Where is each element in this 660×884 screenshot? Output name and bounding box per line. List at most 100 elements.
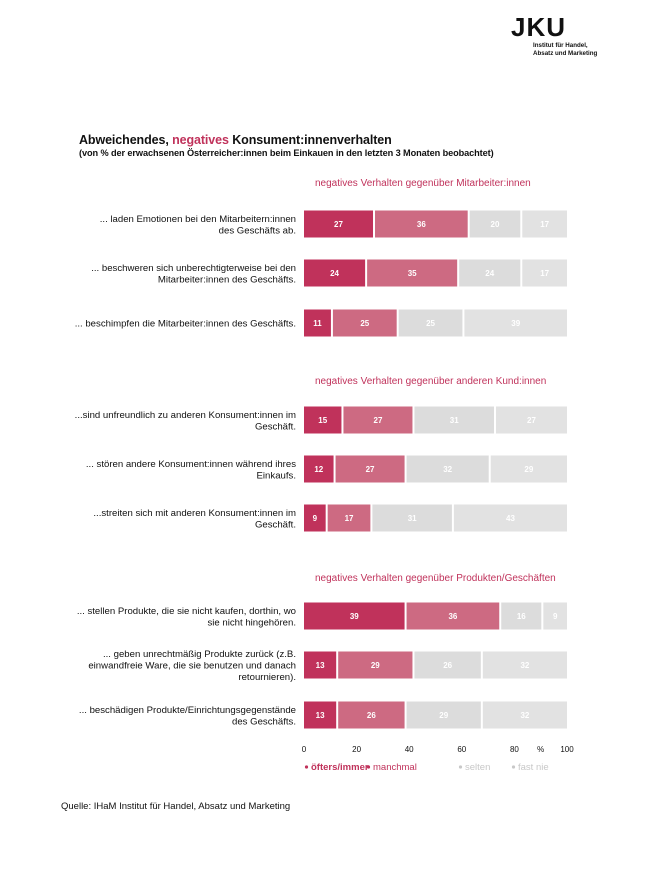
data-label: 32: [443, 465, 452, 474]
bar-segment: [522, 210, 567, 238]
bar-segment: [495, 406, 567, 434]
bar-segment: [406, 701, 481, 729]
row-label: ... stören andere Konsument:innen währen…: [86, 459, 296, 470]
x-tick-label: 40: [405, 745, 414, 754]
data-label: 13: [316, 711, 325, 720]
bar-segment: [304, 504, 326, 532]
row-label: ... beschimpfen die Mitarbeiter:innen de…: [75, 319, 296, 330]
bar-segment: [343, 406, 413, 434]
row-label: Mitarbeiter:innen des Geschäfts.: [158, 274, 296, 285]
row-label: ... beschädigen Produkte/Einrichtungsgeg…: [79, 705, 296, 716]
bar-segment: [459, 259, 521, 287]
bar-segment: [338, 651, 413, 679]
chart-title: Abweichendes, negatives Konsument:innenv…: [79, 133, 639, 147]
bar-segment: [501, 602, 542, 630]
bar-segment: [367, 259, 458, 287]
data-label: 27: [366, 465, 375, 474]
data-label: 20: [491, 220, 500, 229]
bar-segment: [304, 602, 405, 630]
bar-segment: [304, 701, 337, 729]
data-label: 25: [360, 319, 369, 328]
bar-segment: [335, 455, 405, 483]
data-label: 17: [540, 269, 549, 278]
row-label: ...streiten sich mit anderen Konsument:i…: [93, 508, 296, 519]
bar-segment: [304, 309, 331, 337]
group-heading: negatives Verhalten gegenüber Produkten/…: [315, 573, 556, 584]
row-label: Geschäft.: [255, 519, 296, 530]
row-label: ... geben unrechtmäßig Produkte zurück (…: [103, 649, 296, 660]
data-label: 17: [345, 514, 354, 523]
bar-segment: [304, 259, 366, 287]
data-label: 26: [443, 661, 452, 670]
data-label: 29: [524, 465, 533, 474]
data-label: 24: [485, 269, 494, 278]
logo-line-1: Institut für Handel,: [533, 42, 588, 49]
data-label: 32: [520, 711, 529, 720]
bar-segment: [304, 210, 374, 238]
bar-segment: [304, 406, 342, 434]
bar-segment: [406, 602, 500, 630]
data-label: 31: [408, 514, 417, 523]
bar-segment: [304, 455, 334, 483]
data-label: 27: [527, 416, 536, 425]
legend-label: öfters/immer: [311, 762, 369, 773]
x-tick-label: 20: [352, 745, 361, 754]
data-label: 17: [540, 220, 549, 229]
group-heading: negatives Verhalten gegenüber Mitarbeite…: [315, 178, 531, 189]
x-tick-label: 80: [510, 745, 519, 754]
x-tick-label: 0: [302, 745, 307, 754]
row-label: ...sind unfreundlich zu anderen Konsumen…: [75, 410, 296, 421]
bar-segment: [482, 651, 567, 679]
bar-segment: [304, 651, 337, 679]
data-label: 39: [350, 612, 359, 621]
data-label: 35: [408, 269, 417, 278]
bar-segment: [414, 651, 481, 679]
title-accent: negatives: [172, 133, 229, 147]
bar-segment: [332, 309, 397, 337]
row-label: Einkaufs.: [257, 470, 296, 481]
bar-segment: [464, 309, 567, 337]
group-heading: negatives Verhalten gegenüber anderen Ku…: [315, 376, 546, 387]
bar-segment: [414, 406, 494, 434]
bar-segment: [490, 455, 567, 483]
bar-segment: [375, 210, 468, 238]
bar-segment: [398, 309, 463, 337]
legend-label: fast nie: [518, 762, 549, 773]
data-label: 9: [553, 612, 558, 621]
chart-subtitle: (von % der erwachsenen Österreicher:inne…: [79, 148, 494, 158]
logo-mark: JKU: [511, 12, 567, 42]
bar-segment: [406, 455, 489, 483]
data-label: 12: [314, 465, 323, 474]
legend-label: selten: [465, 762, 490, 773]
x-tick-label: 100: [560, 745, 574, 754]
data-label: 36: [448, 612, 457, 621]
data-label: 32: [520, 661, 529, 670]
x-tick-label: 60: [457, 745, 466, 754]
row-label: retournieren).: [238, 672, 296, 683]
bar-segment: [338, 701, 405, 729]
data-label: 9: [313, 514, 318, 523]
data-label: 27: [334, 220, 343, 229]
logo-line-2: Absatz und Marketing: [533, 49, 598, 57]
logo-subtitle: Institut für Handel, Absatz und Marketin…: [533, 42, 621, 57]
data-label: 36: [417, 220, 426, 229]
data-label: 31: [450, 416, 459, 425]
row-label: ... stellen Produkte, die sie nicht kauf…: [77, 606, 296, 617]
bar-segment: [482, 701, 567, 729]
data-label: 29: [371, 661, 380, 670]
data-label: 29: [439, 711, 448, 720]
bar-segment: [327, 504, 371, 532]
bar-segment: [372, 504, 452, 532]
x-tick-label: %: [537, 745, 544, 754]
data-label: 43: [506, 514, 515, 523]
row-label: des Geschäfts.: [232, 716, 296, 727]
bar-segment: [522, 259, 567, 287]
row-label: ... laden Emotionen bei den Mitarbeitern…: [100, 214, 296, 225]
row-label: ... beschweren sich unberechtigterweise …: [91, 263, 296, 274]
legend-marker: [511, 765, 516, 769]
title-part-1: Abweichendes,: [79, 133, 173, 147]
data-label: 24: [330, 269, 339, 278]
legend-marker: [366, 765, 371, 769]
row-label: des Geschäfts ab.: [219, 225, 296, 236]
